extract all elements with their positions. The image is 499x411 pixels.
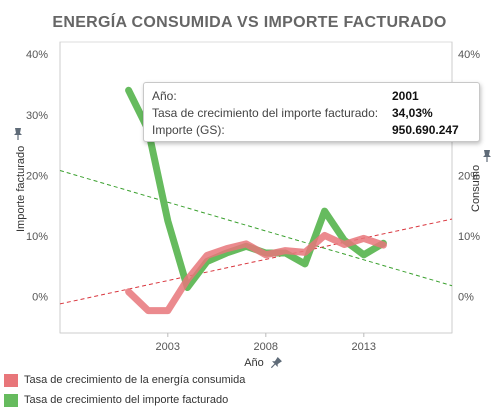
legend-item-energy[interactable]: Tasa de crecimiento de la energía consum… bbox=[4, 370, 245, 390]
y-tick-label-right: 20% bbox=[458, 170, 480, 182]
data-point-energy[interactable] bbox=[164, 307, 171, 314]
x-tick-label: 2013 bbox=[352, 341, 376, 353]
data-point-energy[interactable] bbox=[321, 232, 328, 239]
data-point-energy[interactable] bbox=[341, 241, 348, 248]
left-y-axis: 0% 10% 20% 30% 40% bbox=[26, 49, 48, 304]
data-point-energy[interactable] bbox=[204, 252, 211, 259]
tooltip-label: Tasa de crecimiento del importe facturad… bbox=[152, 106, 379, 120]
series-line-energy[interactable] bbox=[125, 231, 387, 315]
data-point-energy[interactable] bbox=[223, 245, 230, 252]
legend-swatch-energy bbox=[4, 373, 18, 387]
y-tick-label-left: 30% bbox=[26, 110, 48, 122]
trendlines bbox=[59, 170, 453, 305]
right-axis-title: Consumo bbox=[470, 165, 482, 212]
series-lines bbox=[125, 86, 387, 315]
tooltip-value: 2001 bbox=[392, 89, 419, 103]
x-axis-title: Año bbox=[244, 357, 264, 369]
tooltip-row-amount: Importe (GS): 950.690.247 bbox=[152, 122, 470, 139]
y-tick-label-left: 10% bbox=[26, 231, 48, 243]
legend-label: Tasa de crecimiento de la energía consum… bbox=[24, 374, 246, 386]
data-point-energy[interactable] bbox=[380, 242, 387, 249]
data-point-energy[interactable] bbox=[243, 240, 250, 247]
y-tick-label-right: 10% bbox=[458, 231, 480, 243]
data-point-energy[interactable] bbox=[302, 249, 309, 256]
pin-icon[interactable] bbox=[14, 128, 22, 140]
tooltip-value: 34,03% bbox=[392, 106, 433, 120]
y-tick-label-left: 40% bbox=[26, 49, 48, 61]
data-point-amount[interactable] bbox=[360, 251, 367, 258]
data-point-energy[interactable] bbox=[184, 276, 191, 283]
pin-icon[interactable] bbox=[483, 150, 491, 162]
pin-icon[interactable] bbox=[269, 356, 283, 370]
x-tick-label: 2008 bbox=[254, 341, 278, 353]
data-point-amount[interactable] bbox=[321, 208, 328, 215]
tooltip-value: 950.690.247 bbox=[392, 123, 459, 137]
x-tick-label: 2003 bbox=[156, 341, 180, 353]
legend-swatch-amount bbox=[4, 393, 18, 407]
data-point-energy[interactable] bbox=[125, 288, 132, 295]
data-point-energy[interactable] bbox=[360, 235, 367, 242]
data-point-energy[interactable] bbox=[145, 307, 152, 314]
y-tick-label-left: 20% bbox=[26, 170, 48, 182]
legend-label: Tasa de crecimiento del importe facturad… bbox=[24, 394, 229, 406]
chart-title: ENERGÍA CONSUMIDA VS IMPORTE FACTURADO bbox=[52, 14, 447, 31]
data-point-energy[interactable] bbox=[262, 251, 269, 258]
y-tick-label-right: 40% bbox=[458, 49, 480, 61]
data-point-amount[interactable] bbox=[302, 260, 309, 267]
x-axis: 2003 2008 2013 bbox=[156, 333, 376, 353]
trend-line bbox=[59, 170, 453, 287]
y-tick-label-left: 0% bbox=[32, 292, 48, 304]
data-point-energy[interactable] bbox=[282, 247, 289, 254]
data-tooltip: Año: 2001 Tasa de crecimiento del import… bbox=[143, 82, 480, 142]
tooltip-label: Importe (GS): bbox=[152, 123, 225, 137]
trend-line bbox=[59, 218, 453, 305]
tooltip-row-rate: Tasa de crecimiento del importe facturad… bbox=[152, 105, 470, 122]
data-point-amount[interactable] bbox=[164, 217, 171, 224]
tooltip-row-year: Año: 2001 bbox=[152, 88, 470, 105]
chart-legend: Tasa de crecimiento de la energía consum… bbox=[4, 370, 245, 410]
left-axis-title: Importe facturado bbox=[15, 146, 27, 232]
tooltip-label: Año: bbox=[152, 89, 177, 103]
y-tick-label-right: 0% bbox=[458, 292, 474, 304]
legend-item-amount[interactable]: Tasa de crecimiento del importe facturad… bbox=[4, 390, 245, 410]
data-point-amount[interactable] bbox=[125, 87, 132, 94]
